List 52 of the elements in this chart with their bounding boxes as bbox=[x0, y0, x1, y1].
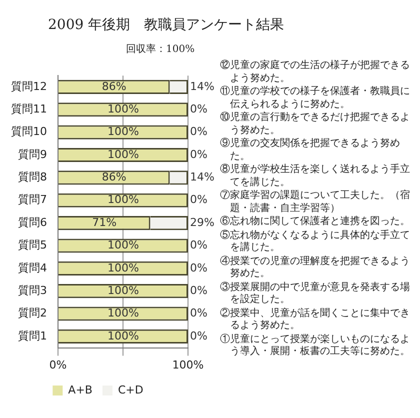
data-label: 100% bbox=[108, 261, 139, 274]
y-tick-label: 質問7 bbox=[18, 193, 47, 206]
y-tick-label: 質問1 bbox=[18, 329, 47, 342]
text: ⑩児童の言行動をできるだけ把握できるよう努めた。 bbox=[220, 112, 411, 137]
text: ⑥忘れ物に関して保護者と連携を図った。 bbox=[220, 216, 411, 228]
data-label: 100% bbox=[108, 102, 139, 116]
data-label: 29% bbox=[190, 216, 214, 229]
text: ⑤忘れ物がなくなるように具体的な手立てを講じた。 bbox=[220, 230, 411, 254]
y-tick-label: 質問10 bbox=[10, 125, 47, 138]
y-tick-label: 質問8 bbox=[18, 170, 47, 184]
data-label: 0% bbox=[190, 306, 208, 320]
text: ②授業中、児童が話を聞くことに集中できるよう努めた。 bbox=[220, 308, 411, 332]
text: ①児童にとって授業が楽しいものになるよう導入・展開・板書の工夫等に努めた。 bbox=[220, 334, 411, 358]
data-label: 0% bbox=[190, 261, 208, 274]
data-label: 14% bbox=[190, 170, 214, 184]
y-tick-label: 質問6 bbox=[18, 216, 47, 229]
data-label: 0% bbox=[190, 148, 208, 161]
data-label: 86% bbox=[102, 170, 126, 184]
data-label: 100% bbox=[108, 238, 139, 252]
text: ⑨児童の交友関係を把握できるよう努めた。 bbox=[220, 138, 401, 163]
data-label: 100% bbox=[108, 329, 139, 342]
data-label: 0% bbox=[190, 102, 208, 116]
data-label: 14% bbox=[190, 80, 214, 93]
data-label: 71% bbox=[92, 216, 117, 229]
y-tick-label: 質問4 bbox=[18, 261, 47, 274]
data-label: 0% bbox=[190, 284, 208, 297]
data-label: 100% bbox=[108, 193, 139, 206]
chart-subtitle: 回収率：100% bbox=[126, 42, 195, 56]
y-tick-label: 質問12 bbox=[10, 80, 47, 93]
y-tick-label: 質問11 bbox=[10, 102, 47, 116]
data-label: 0% bbox=[190, 238, 208, 252]
data-label: 100% bbox=[108, 148, 139, 161]
data-label: 86% bbox=[102, 80, 126, 93]
text: ⑦家庭学習の課題について工夫した。（宿題・読書・自主学習等） bbox=[220, 190, 411, 215]
legend-label: A+B bbox=[68, 383, 92, 396]
data-label: 100% bbox=[108, 284, 139, 297]
y-tick-label: 質問5 bbox=[18, 238, 47, 252]
legend-label: C+D bbox=[118, 383, 144, 396]
text: ⑪児童の学校での様子を保護者・教職員に伝えられるように努めた。 bbox=[220, 86, 411, 111]
data-label: 0% bbox=[190, 193, 208, 206]
data-label: 0% bbox=[190, 125, 208, 138]
chart-title: 2009 年後期 教職員アンケート結果 bbox=[48, 16, 284, 34]
y-tick-label: 質問3 bbox=[18, 284, 47, 297]
data-label: 100% bbox=[108, 306, 139, 320]
text: ⑫児童の家庭での生活の様子が把握できるよう努めた。 bbox=[220, 60, 411, 85]
text: ③授業展開の中で児童が意見を発表する場を設定した。 bbox=[220, 282, 411, 306]
y-tick-label: 質問2 bbox=[18, 306, 47, 320]
data-label: 0% bbox=[190, 329, 208, 342]
text: ⑧児童が学校生活を楽しく送れるよう手立てを講じた。 bbox=[220, 164, 411, 189]
text: ④授業での児童の理解度を把握できるよう努めた。 bbox=[220, 256, 411, 280]
y-tick-label: 質問9 bbox=[18, 148, 47, 161]
data-label: 100% bbox=[108, 125, 139, 138]
